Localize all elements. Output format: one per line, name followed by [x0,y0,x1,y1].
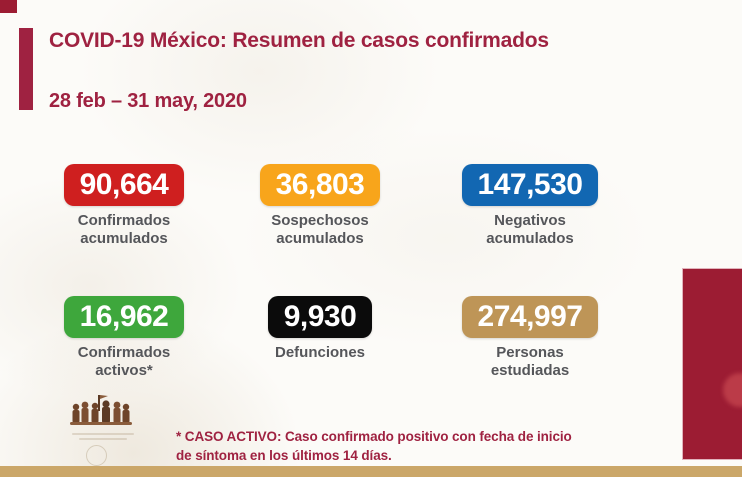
logo-figures-icon [70,395,132,425]
page-title: COVID-19 México: Resumen de casos confir… [49,29,549,52]
footnote-line-1: * CASO ACTIVO: Caso confirmado positivo … [176,429,572,444]
stat-label: Defunciones [274,344,365,361]
side-panel [682,268,742,460]
stat-confirmados-acumulados: 90,664 Confirmados acumulados [34,164,214,248]
stat-label: Confirmados acumulados [77,212,171,247]
stat-value-badge: 147,530 [461,164,599,206]
stat-label: Sospechosos acumulados [271,212,369,247]
title-accent-bar [19,28,33,110]
stat-label: Confirmados activos* [77,344,171,379]
stat-sospechosos-acumulados: 36,803 Sospechosos acumulados [230,164,410,248]
active-case-footnote: * CASO ACTIVO: Caso confirmado positivo … [176,427,572,465]
stat-defunciones: 9,930 Defunciones [230,296,410,362]
stat-negativos-acumulados: 147,530 Negativos acumulados [440,164,620,248]
logo-faint-text [79,438,127,440]
stat-value-badge: 16,962 [63,296,185,338]
stat-confirmados-activos: 16,962 Confirmados activos* [34,296,214,380]
logo-seal-icon [86,445,107,466]
stat-value-badge: 9,930 [267,296,373,338]
gobierno-de-mexico-logo [68,393,148,468]
stat-label: Negativos acumulados [486,212,574,247]
logo-faint-text [72,433,134,435]
bottom-bar [0,466,742,477]
stat-value-badge: 90,664 [63,164,185,206]
date-range: 28 feb – 31 may, 2020 [49,90,247,112]
stat-value-badge: 36,803 [259,164,381,206]
stat-label: Personas estudiadas [490,344,570,379]
side-panel-glow [723,373,742,407]
corner-mark [0,0,17,13]
stat-value-badge: 274,997 [461,296,599,338]
stat-personas-estudiadas: 274,997 Personas estudiadas [440,296,620,380]
footnote-line-2: de síntoma en los últimos 14 días. [176,448,392,463]
